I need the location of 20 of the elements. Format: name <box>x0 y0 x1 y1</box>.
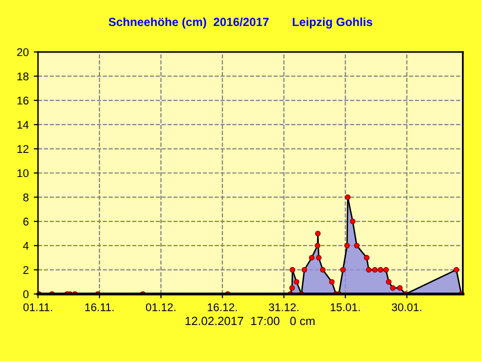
chart-title: Schneehöhe (cm) 2016/2017 Leipzig Gohlis <box>108 17 372 29</box>
y-tick-label: 0 <box>23 290 29 298</box>
y-tick-label: 20 <box>17 48 29 56</box>
y-tick-label: 8 <box>23 193 28 202</box>
y-tick-label: 6 <box>23 218 28 226</box>
x-tick-label: 15.01. <box>330 303 360 312</box>
y-tick-label: 2 <box>23 266 28 274</box>
y-tick-label: 12 <box>17 145 28 153</box>
y-tick-label: 10 <box>17 169 29 178</box>
text: 12.02.2017 17:00 0 cm <box>186 316 315 326</box>
x-tick-label: 01.12. <box>146 303 176 312</box>
x-tick-label: 31.12. <box>268 303 298 312</box>
x-tick-label: 01.11. <box>23 303 52 312</box>
y-tick-label: 14 <box>17 120 29 129</box>
x-tick-label: 16.12. <box>208 303 237 312</box>
x-tick-label: 16.11. <box>85 303 114 312</box>
y-tick-label: 18 <box>17 72 28 80</box>
y-tick-label: 4 <box>23 242 29 250</box>
x-tick-label: 30.01. <box>392 303 422 312</box>
y-tick-label: 16 <box>17 96 28 105</box>
